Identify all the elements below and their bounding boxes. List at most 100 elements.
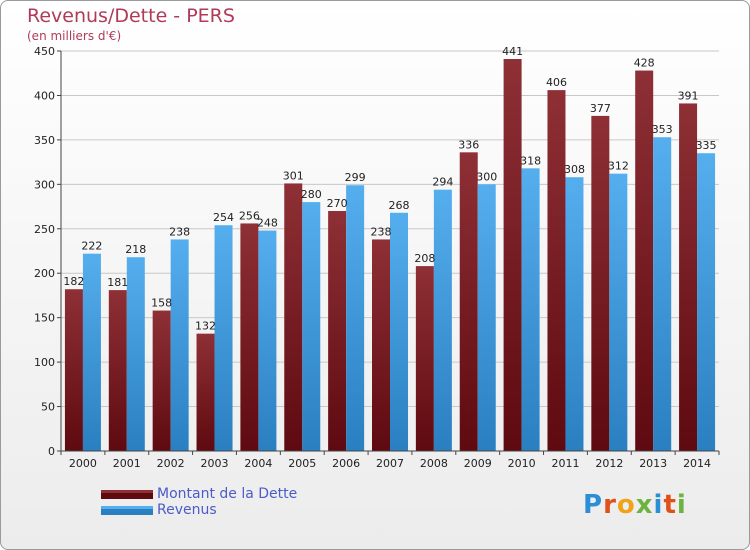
value-label-dette: 406 [546, 76, 567, 89]
x-tick-label: 2014 [683, 457, 711, 470]
bar-dette [635, 70, 654, 452]
bar-revenus [170, 239, 189, 451]
legend-label-revenus: Revenus [157, 502, 217, 518]
x-tick-label: 2013 [639, 457, 667, 470]
value-label-revenus: 335 [696, 139, 717, 152]
value-label-revenus: 300 [476, 170, 497, 183]
bar-dette [503, 59, 522, 451]
logo-letter: x [635, 490, 654, 520]
value-label-dette: 336 [458, 138, 479, 151]
value-label-revenus: 280 [301, 188, 322, 201]
bar-revenus [609, 173, 628, 451]
bar-revenus [653, 137, 672, 451]
x-tick-label: 2006 [332, 457, 360, 470]
y-tick-label: 300 [34, 178, 55, 191]
bar-dette [240, 223, 259, 451]
value-label-revenus: 248 [257, 217, 278, 230]
proxiti-logo: Proxiti [583, 490, 687, 520]
value-label-dette: 181 [107, 276, 128, 289]
logo-letter: o [616, 490, 636, 520]
x-tick-label: 2003 [201, 457, 229, 470]
bar-revenus [302, 202, 321, 451]
x-tick-label: 2007 [376, 457, 404, 470]
bar-revenus [565, 177, 584, 451]
y-tick-label: 50 [41, 401, 55, 414]
chart-subtitle: (en milliers d'€) [27, 29, 122, 43]
chart-title: Revenus/Dette - PERS [27, 5, 235, 27]
value-label-revenus: 254 [213, 211, 234, 224]
x-tick-label: 2011 [551, 457, 579, 470]
value-label-revenus: 294 [432, 176, 453, 189]
bar-dette [372, 239, 390, 451]
y-tick-label: 250 [34, 223, 55, 236]
y-tick-label: 200 [34, 267, 55, 280]
y-tick-label: 400 [34, 89, 55, 102]
y-tick-label: 350 [34, 134, 55, 147]
bar-dette [64, 289, 83, 451]
bar-revenus [258, 230, 277, 451]
value-label-revenus: 353 [652, 123, 673, 136]
bar-revenus [521, 168, 540, 452]
bar-revenus [477, 184, 496, 452]
value-label-revenus: 218 [125, 243, 146, 256]
value-label-dette: 208 [414, 252, 435, 265]
value-label-dette: 132 [195, 320, 216, 333]
value-label-dette: 301 [283, 169, 304, 182]
axes: 0 50 100 150 200 250 300 350 400 450 2000 2001 2002 2… [34, 45, 720, 470]
logo-letter: r [603, 490, 617, 520]
logo-letter: t [663, 490, 677, 520]
value-label-dette: 256 [239, 209, 260, 222]
value-label-dette: 158 [151, 297, 172, 310]
bar-dette [108, 290, 127, 451]
value-label-dette: 377 [590, 102, 611, 115]
y-tick-label: 450 [34, 45, 55, 58]
bar-dette [459, 152, 478, 452]
bar-revenus [82, 253, 101, 451]
value-label-revenus: 222 [81, 240, 102, 253]
logo-letter: i [676, 490, 687, 520]
x-tick-label: 2010 [508, 457, 536, 470]
value-label-dette: 441 [502, 45, 523, 58]
value-label-revenus: 238 [169, 225, 190, 238]
x-tick-label: 2005 [288, 457, 316, 470]
logo-letter: i [653, 490, 664, 520]
value-label-revenus: 312 [608, 160, 629, 173]
x-tick-label: 2012 [595, 457, 623, 470]
bar-dette [547, 90, 566, 451]
bar-dette [679, 103, 698, 451]
value-label-revenus: 268 [389, 199, 410, 212]
bar-revenus [697, 153, 716, 451]
value-label-revenus: 308 [564, 163, 585, 176]
legend-swatch-revenus [101, 506, 153, 515]
x-tick-label: 2004 [244, 457, 272, 470]
bar-dette [591, 115, 610, 451]
x-tick-label: 2002 [157, 457, 185, 470]
bar-dette [152, 310, 171, 451]
logo-letter: P [583, 490, 604, 520]
value-label-revenus: 299 [345, 171, 366, 184]
bar-dette [196, 333, 215, 451]
bar-revenus [214, 225, 233, 451]
bar-dette [415, 266, 434, 451]
y-tick-label: 100 [34, 356, 55, 369]
bar-revenus [433, 189, 452, 451]
y-tick-label: 150 [34, 312, 55, 325]
legend-label-dette: Montant de la Dette [157, 486, 298, 502]
value-label-revenus: 318 [520, 154, 541, 167]
value-label-dette: 391 [678, 89, 699, 102]
y-tick-label: 0 [48, 445, 55, 458]
legend-swatch-dette [101, 490, 153, 499]
bar-dette [328, 211, 347, 451]
value-label-dette: 270 [327, 197, 348, 210]
x-tick-label: 2001 [113, 457, 141, 470]
x-tick-label: 2008 [420, 457, 448, 470]
value-label-dette: 238 [371, 225, 392, 238]
bars [64, 59, 716, 452]
value-label-dette: 182 [63, 275, 84, 288]
bar-dette [284, 183, 303, 451]
x-tick-label: 2000 [69, 457, 97, 470]
bar-revenus [346, 185, 365, 451]
